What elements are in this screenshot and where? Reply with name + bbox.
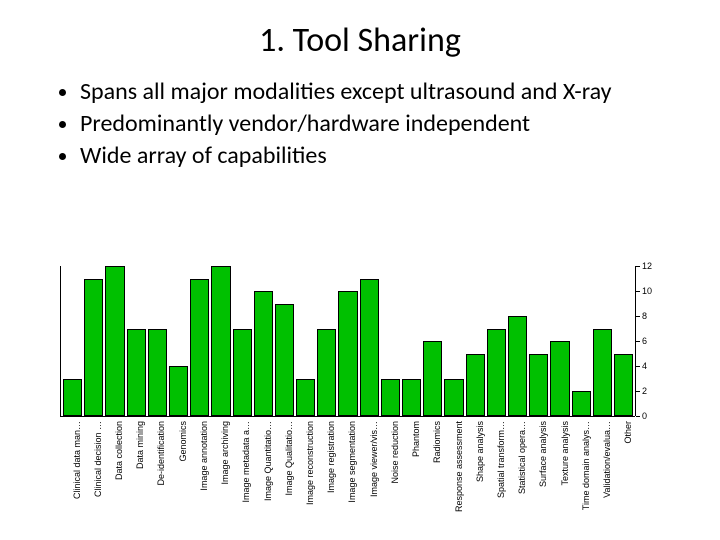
chart-y-tick: 4 — [636, 366, 640, 367]
chart-bar — [211, 266, 230, 416]
chart-x-label: Spatial transform… — [486, 417, 505, 525]
chart-y-tick: 2 — [636, 391, 640, 392]
chart-bar — [338, 291, 357, 416]
chart-x-labels: Clinical data man…Clinical decision …Dat… — [60, 417, 635, 525]
capabilities-bar-chart: Clinical data man…Clinical decision …Dat… — [60, 266, 660, 526]
chart-bar — [508, 316, 527, 416]
chart-x-label: Image Qualitatio… — [274, 417, 293, 525]
chart-bar — [550, 341, 569, 416]
slide: 1. Tool Sharing Spans all major modaliti… — [0, 0, 720, 540]
chart-plot-column: Clinical data man…Clinical decision …Dat… — [60, 266, 635, 526]
chart-y-tick: 6 — [636, 341, 640, 342]
chart-x-label: Validation/evalua… — [592, 417, 611, 525]
chart-x-label: Statistical opera… — [508, 417, 527, 525]
chart-x-label: De-identification — [147, 417, 166, 525]
chart-bar — [360, 279, 379, 417]
chart-x-label: Data mining — [126, 417, 145, 525]
chart-x-label: Time domain analys… — [571, 417, 590, 525]
chart-bar — [572, 391, 591, 416]
chart-bar — [127, 329, 146, 417]
chart-y-tick: 12 — [636, 266, 640, 267]
chart-y-tick: 8 — [636, 316, 640, 317]
chart-x-label: Texture analysis — [550, 417, 569, 525]
chart-x-label: Image archiving — [211, 417, 230, 525]
chart-x-label: Image Quantitatio… — [253, 417, 272, 525]
chart-x-label: Image segmentation — [338, 417, 357, 525]
chart-bar — [444, 379, 463, 417]
chart-x-label: Phantom — [402, 417, 421, 525]
chart-x-label: Response assessment — [444, 417, 463, 525]
chart-plot-area — [60, 266, 635, 417]
chart-x-label: Image metadata a… — [232, 417, 251, 525]
chart-bar — [487, 329, 506, 417]
slide-title: 1. Tool Sharing — [50, 20, 670, 61]
chart-bar — [148, 329, 167, 417]
chart-y-axis: 0 2 4 6 8 10 12 — [635, 266, 660, 416]
chart-bar — [466, 354, 485, 417]
bullet-item: Predominantly vendor/hardware independen… — [80, 109, 670, 139]
chart-bar — [105, 266, 124, 416]
chart-bar — [169, 366, 188, 416]
chart-x-label: Clinical decision … — [83, 417, 102, 525]
chart-y-tick: 10 — [636, 291, 640, 292]
chart-bar — [402, 379, 421, 417]
chart-y-tick: 0 — [636, 416, 640, 417]
chart-x-label: Image reconstruction — [295, 417, 314, 525]
chart-x-label: Surface analysis — [529, 417, 548, 525]
chart-bar — [593, 329, 612, 417]
chart-bar — [190, 279, 209, 417]
chart-x-label: Noise reduction — [380, 417, 399, 525]
chart-x-label: Image registration — [317, 417, 336, 525]
chart-x-label: Image viewer/vis… — [359, 417, 378, 525]
chart-bar — [614, 354, 633, 417]
bullet-list: Spans all major modalities except ultras… — [50, 77, 670, 171]
chart-x-label: Clinical data man… — [62, 417, 81, 525]
chart-x-label: Other — [614, 417, 633, 525]
chart-bar — [381, 379, 400, 417]
chart-bar — [84, 279, 103, 417]
chart-x-label: Radiomics — [423, 417, 442, 525]
chart-x-label: Data collection — [104, 417, 123, 525]
chart-x-label: Shape analysis — [465, 417, 484, 525]
chart-bar — [296, 379, 315, 417]
chart-bar — [275, 304, 294, 417]
bullet-item: Spans all major modalities except ultras… — [80, 77, 670, 107]
chart-bar — [254, 291, 273, 416]
chart-bar — [233, 329, 252, 417]
chart-bar — [63, 379, 82, 417]
chart-bar — [423, 341, 442, 416]
chart-bar — [317, 329, 336, 417]
chart-x-label: Image annotation — [189, 417, 208, 525]
chart-x-label: Genomics — [168, 417, 187, 525]
chart-bar — [529, 354, 548, 417]
bullet-item: Wide array of capabilities — [80, 141, 670, 171]
